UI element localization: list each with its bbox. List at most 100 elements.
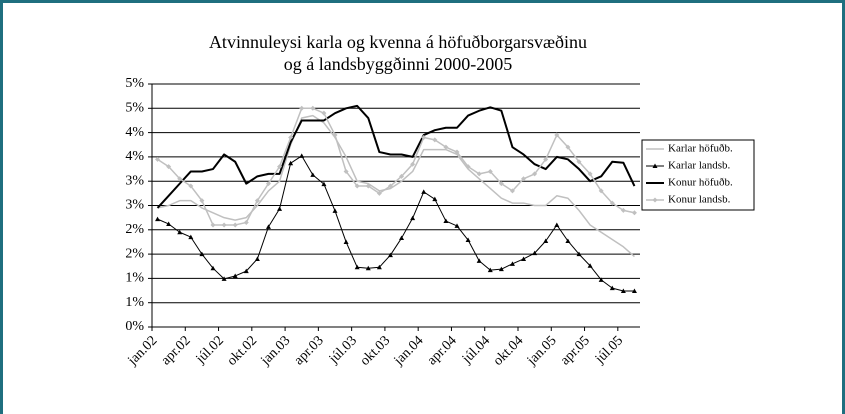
marker [521,176,527,182]
marker [498,181,504,187]
marker [243,268,249,274]
marker [177,229,183,235]
marker [232,222,238,228]
marker [532,171,538,177]
legend-label: Karlar höfuðb. [668,143,733,155]
marker [299,153,305,158]
marker [254,256,260,261]
marker [554,222,560,227]
marker [498,266,504,272]
marker [188,234,194,240]
marker [387,252,393,258]
marker [343,239,349,244]
y-tick-label: 1% [125,271,144,286]
marker [565,144,571,150]
marker [310,105,316,111]
marker [543,156,549,162]
marker [465,164,471,170]
marker [487,267,493,273]
marker [509,261,515,266]
marker [376,190,382,196]
marker [288,134,294,140]
marker [487,168,493,174]
marker [652,163,658,168]
series-line [157,155,635,292]
legend-label: Karlar landsb. [668,160,731,172]
marker [532,250,538,256]
marker [631,210,637,216]
marker [188,183,194,189]
marker [620,207,626,213]
marker [432,196,438,202]
chart-title: Atvinnuleysi karla og kvenna á höfuðborg… [209,32,587,52]
marker [521,256,527,261]
y-tick-label: 1% [125,295,144,310]
marker [421,189,427,194]
marker [332,208,338,213]
marker [177,176,183,182]
marker [421,134,427,140]
marker [543,238,549,243]
marker [652,197,658,203]
marker [166,164,172,170]
marker [443,144,449,150]
marker [155,156,161,162]
marker [410,215,416,221]
marker [598,277,604,282]
marker [321,110,327,116]
marker [265,181,271,187]
marker [476,171,482,177]
legend-box [641,139,755,211]
chart-title: og á landsbyggðinni 2000-2005 [284,54,512,74]
marker [199,251,205,257]
marker [454,149,460,155]
legend-label: Konur höfuðb. [668,177,733,189]
y-tick-label: 3% [125,198,144,213]
marker [399,173,405,179]
marker [376,264,382,270]
marker [277,164,283,170]
marker [221,222,227,228]
marker [631,288,637,294]
marker [465,237,471,243]
y-tick-label: 2% [125,222,144,237]
marker [576,159,582,165]
marker [443,218,449,224]
marker [155,216,161,222]
marker [243,220,249,226]
marker [576,251,582,257]
marker [399,235,405,241]
marker [587,171,593,177]
marker [232,273,238,278]
marker [210,265,216,271]
series-line [157,114,635,258]
marker [288,160,294,166]
marker [587,263,593,268]
marker [254,198,260,204]
legend-label: Konur landsb. [668,194,731,206]
marker [265,224,271,229]
marker [166,221,172,226]
marker [221,276,227,281]
marker [609,285,615,291]
marker [509,188,515,194]
y-tick-label: 5% [125,101,144,116]
marker [565,238,571,243]
series-line [156,104,636,209]
y-tick-label: 0% [125,319,144,334]
marker [387,183,393,189]
marker [365,265,371,271]
marker [620,288,626,294]
y-tick-label: 5% [125,76,144,91]
marker [277,206,283,211]
y-tick-label: 2% [125,246,144,261]
marker [299,105,305,111]
marker [454,223,460,228]
marker [354,183,360,189]
marker [598,188,604,194]
marker [321,181,327,187]
y-tick-label: 4% [125,149,144,164]
marker [365,183,371,189]
marker [199,198,205,204]
